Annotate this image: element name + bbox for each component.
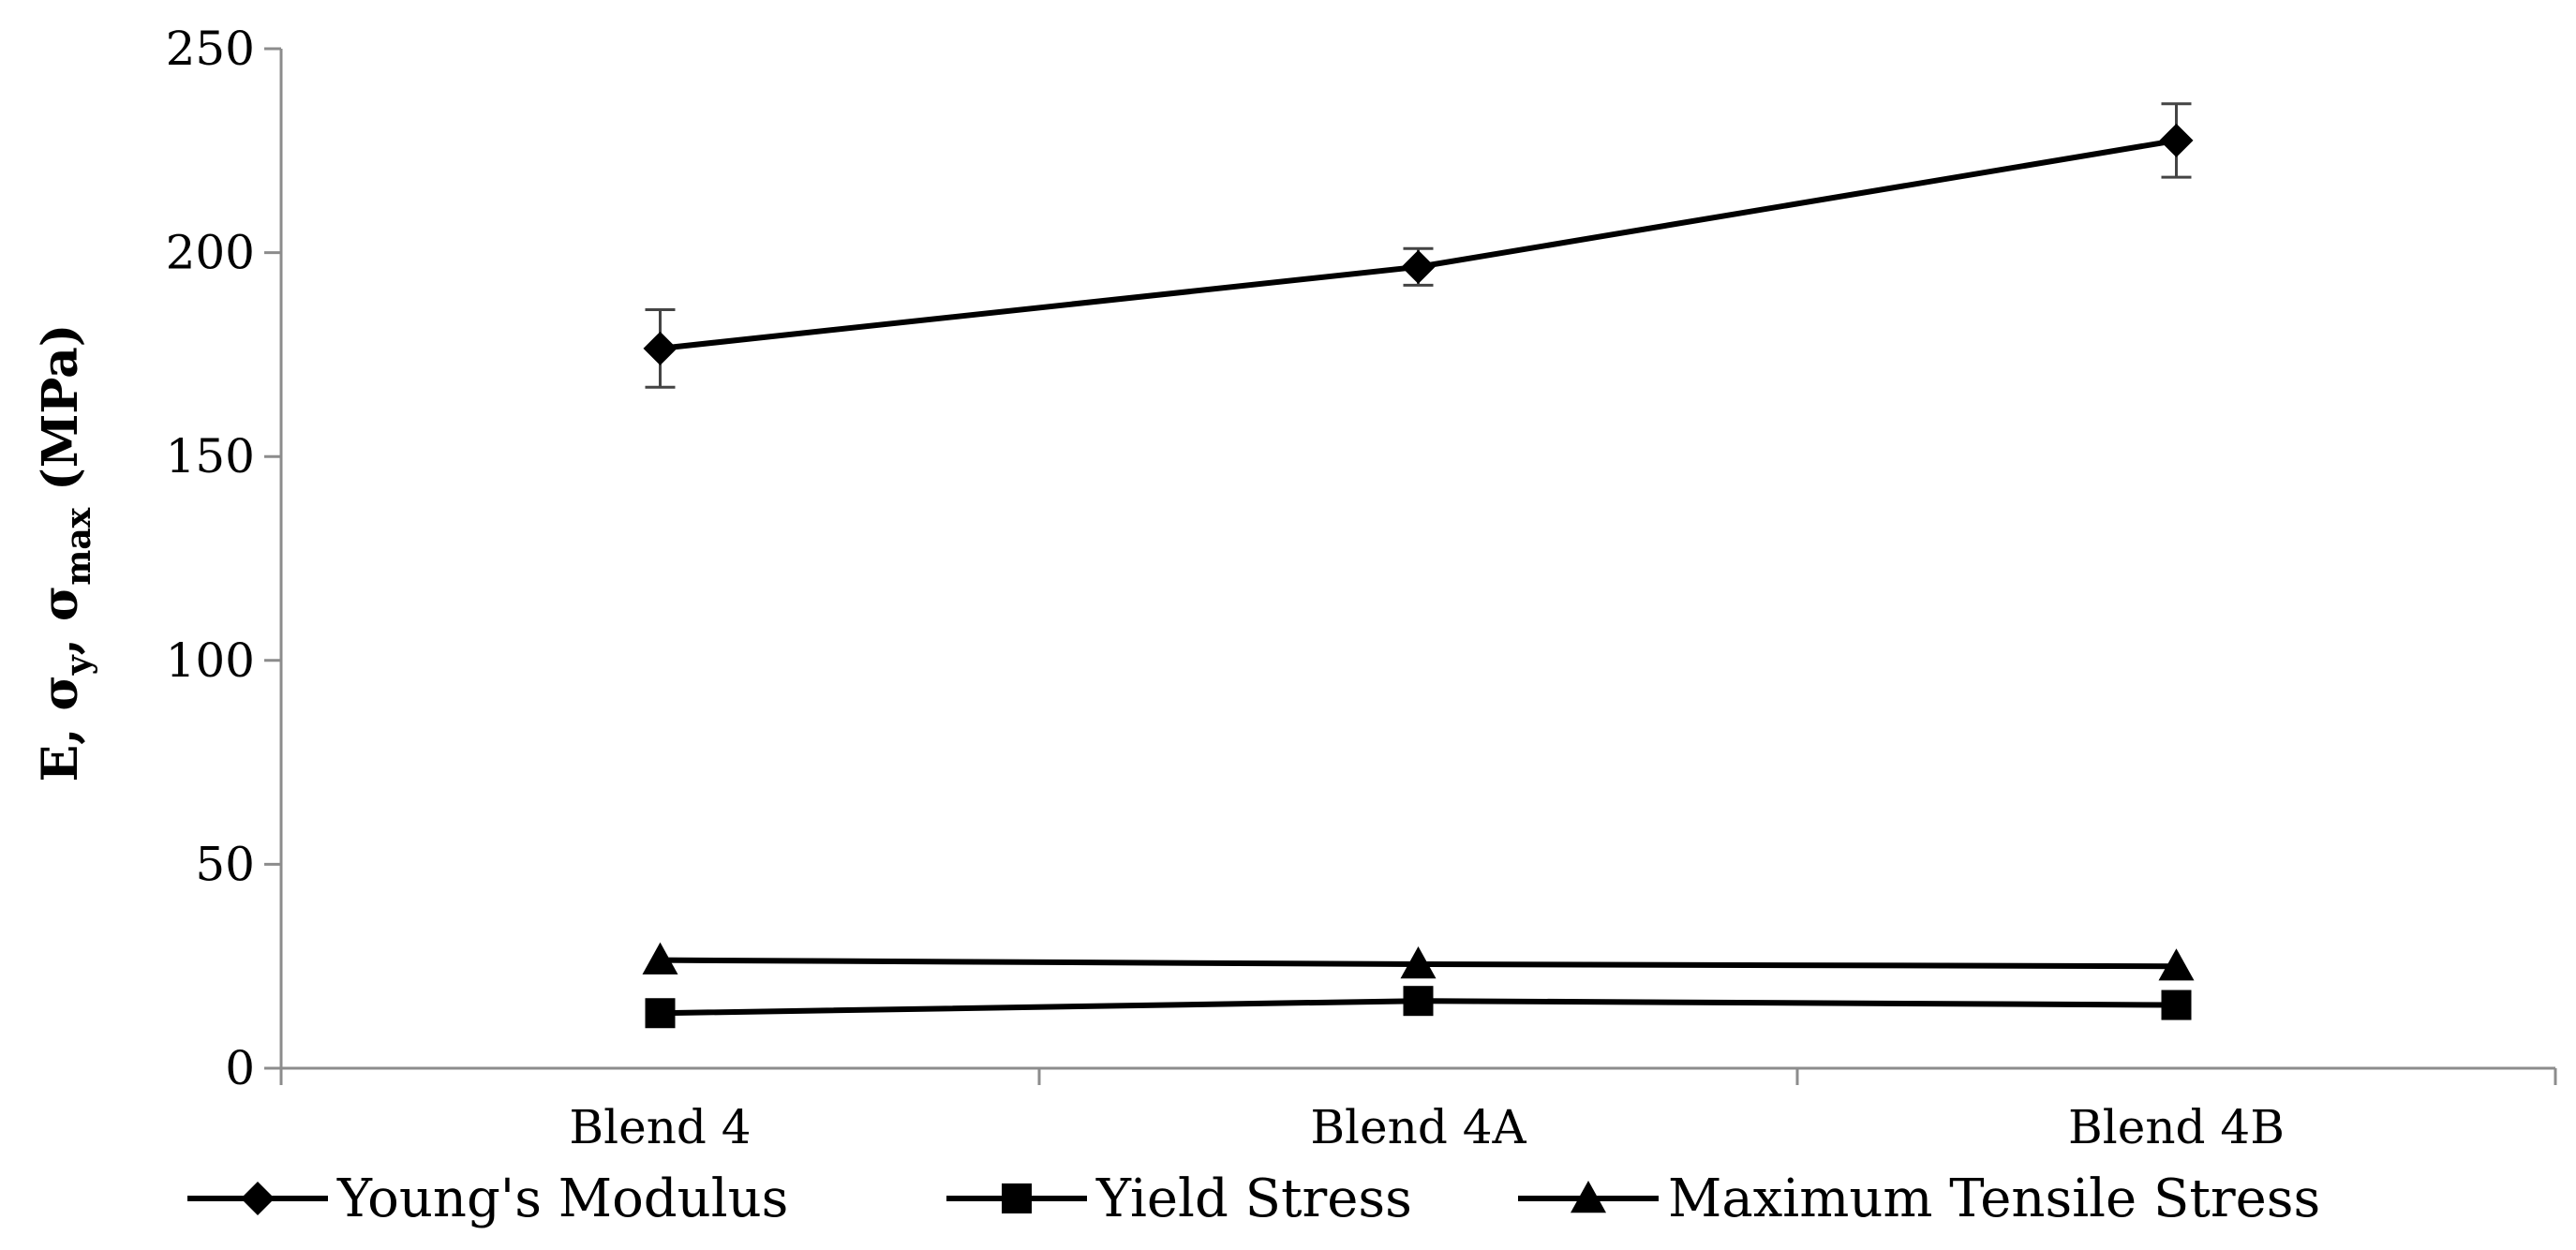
series-1	[645, 986, 2192, 1029]
data-point	[2158, 948, 2195, 981]
data-point	[642, 942, 678, 975]
series-line	[660, 137, 2177, 351]
y-axis-label-main: E, σ	[32, 675, 89, 781]
y-tick-label: 50	[195, 837, 255, 891]
y-axis-label: E, σy, σmax (MPa)	[32, 324, 98, 782]
series-layer	[642, 102, 2195, 1029]
y-tick-label: 100	[166, 633, 255, 688]
y-axis-label-sub-y: y	[59, 654, 98, 676]
y-tick-label: 200	[166, 226, 255, 280]
data-point	[645, 998, 676, 1029]
data-point	[2161, 990, 2192, 1020]
legend-label: Maximum Tensile Stress	[1668, 1168, 2320, 1229]
y-tick-label: 250	[166, 22, 255, 76]
legend: Young's Modulus Yield Stress Maximum Tensi…	[187, 1168, 2320, 1229]
y-axis-label-sep: , σ	[32, 586, 89, 656]
y-tick-label: 150	[166, 429, 255, 484]
legend-marker	[241, 1182, 275, 1215]
legend-marker	[1571, 1181, 1606, 1213]
x-tick-label: Blend 4A	[1310, 1100, 1526, 1154]
x-tick-label: Blend 4	[569, 1100, 751, 1154]
y-tick-labels: 0 50 100 150 200 250	[166, 22, 255, 1095]
legend-item-2: Maximum Tensile Stress	[1518, 1168, 2320, 1229]
data-point	[1400, 946, 1437, 979]
data-point	[2159, 123, 2194, 157]
legend-marker	[1002, 1183, 1032, 1213]
data-point	[1401, 249, 1436, 284]
data-point	[643, 331, 678, 365]
axes	[264, 47, 2557, 1085]
legend-item-1: Yield Stress	[946, 1168, 1412, 1229]
x-tick-label: Blend 4B	[2068, 1100, 2285, 1154]
y-axis-label-unit: (MPa)	[32, 324, 89, 508]
data-point	[1403, 986, 1434, 1017]
legend-label: Yield Stress	[1095, 1168, 1412, 1229]
legend-label: Young's Modulus	[336, 1168, 788, 1229]
x-tick-labels: Blend 4 Blend 4A Blend 4B	[569, 1100, 2285, 1154]
series-2	[642, 942, 2195, 981]
series-0	[643, 102, 2194, 389]
legend-item-0: Young's Modulus	[187, 1168, 788, 1229]
y-axis-label-sub-max: max	[59, 507, 98, 585]
y-tick-label: 0	[225, 1041, 255, 1095]
